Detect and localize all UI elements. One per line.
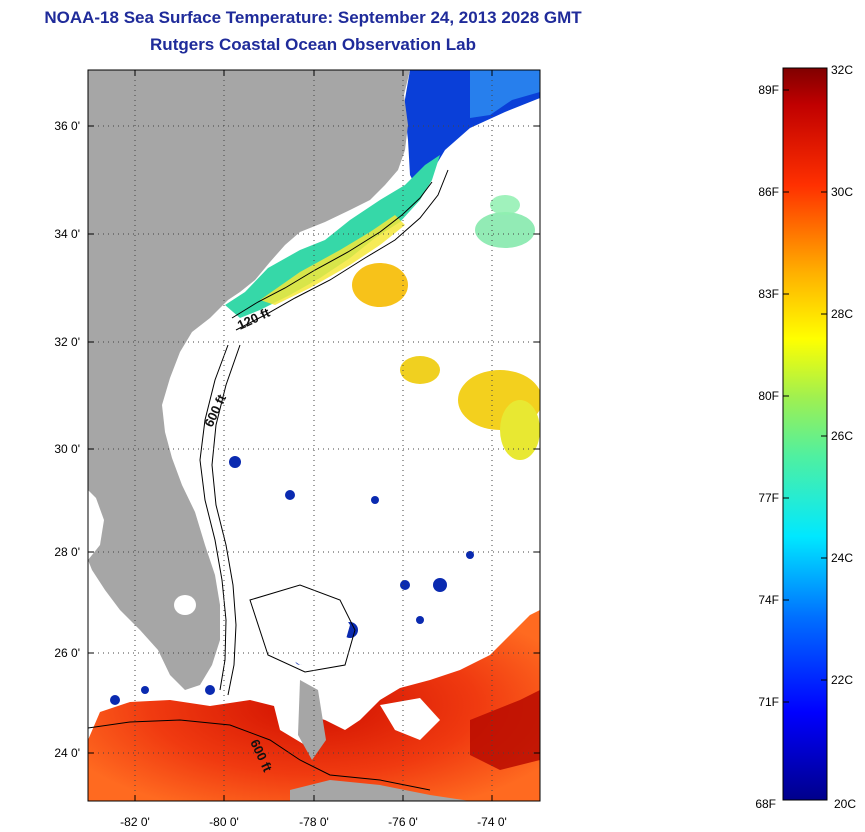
lon-tick-label: -80 0': [209, 815, 239, 829]
temperature-colorbar: [783, 68, 827, 800]
lat-tick-label: 24 0': [54, 746, 80, 760]
colorbar-f-label: 83F: [758, 287, 779, 301]
colorbar-c-label: 26C: [831, 429, 853, 443]
colorbar-c-label: 22C: [831, 673, 853, 687]
lat-tick-label: 30 0': [54, 442, 80, 456]
colorbar-f-label: 77F: [758, 491, 779, 505]
colorbar-f-label: 74F: [758, 593, 779, 607]
lon-tick-label: -74 0': [477, 815, 507, 829]
lon-tick-label: -76 0': [388, 815, 418, 829]
lake-okeechobee: [174, 595, 196, 615]
colorbar-c-label: 20C: [834, 797, 856, 811]
colorbar-f-label: 68F: [755, 797, 776, 811]
lat-tick-label: 32 0': [54, 335, 80, 349]
colorbar-c-label: 30C: [831, 185, 853, 199]
colorbar-c-label: 24C: [831, 551, 853, 565]
colorbar-c-label: 32C: [831, 63, 853, 77]
warm-patch: [352, 263, 408, 307]
colorbar-f-label: 71F: [758, 695, 779, 709]
lat-tick-label: 28 0': [54, 545, 80, 559]
lon-tick-label: -78 0': [299, 815, 329, 829]
colorbar-f-label: 89F: [758, 83, 779, 97]
colorbar-f-label: 86F: [758, 185, 779, 199]
colorbar-c-label: 28C: [831, 307, 853, 321]
lat-tick-label: 26 0': [54, 646, 80, 660]
lat-tick-label: 36 0': [54, 119, 80, 133]
cool-patch: [475, 212, 535, 248]
sst-map-figure: 120 ft 600 ft 600 ft 36 0' 34 0' 32 0' 3…: [0, 0, 865, 832]
lat-tick-label: 34 0': [54, 227, 80, 241]
lon-tick-label: -82 0': [120, 815, 150, 829]
colorbar-f-label: 80F: [758, 389, 779, 403]
